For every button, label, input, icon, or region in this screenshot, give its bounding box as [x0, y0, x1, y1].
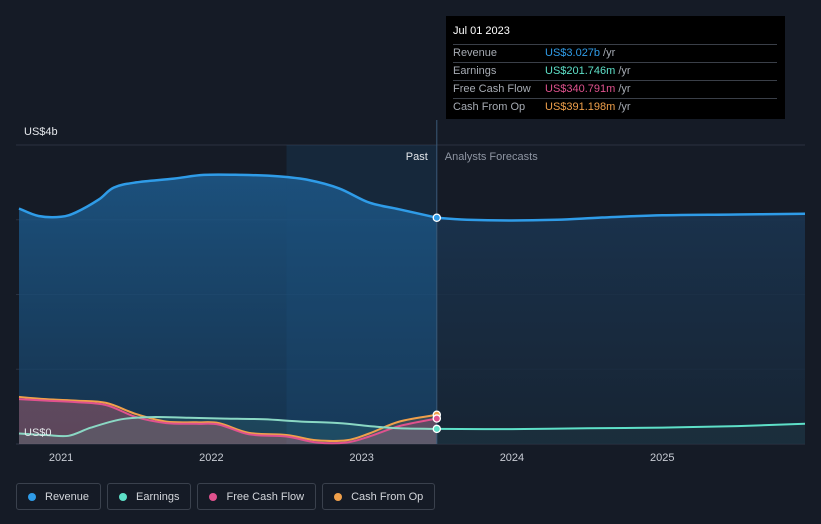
tooltip-label: Free Cash Flow [453, 83, 531, 95]
y-axis-label: US$4b [24, 126, 58, 138]
past-label: Past [406, 151, 428, 163]
x-tick-label: 2022 [199, 452, 223, 464]
revenue-forecast-area [436, 213, 805, 444]
tooltip-unit: /yr [618, 65, 631, 77]
tooltip-row-free-cash-flow: Free Cash Flow US$340.791m /yr [453, 81, 777, 99]
revenue-marker [432, 213, 442, 222]
tooltip-date: Jul 01 2023 [453, 24, 777, 45]
cash-from-op-line [18, 395, 437, 443]
y-axis-label: US$0 [24, 427, 52, 439]
earnings-area [19, 417, 437, 444]
earnings-forecast-line [436, 422, 806, 431]
legend-label: Free Cash Flow [226, 490, 305, 503]
legend-dot-icon [119, 492, 128, 501]
legend-item-cash-from-op[interactable]: Cash From Op [322, 483, 436, 510]
legend-dot-icon [209, 492, 218, 501]
legend-dot-icon [334, 492, 343, 501]
tooltip-value: US$3.027b [545, 47, 601, 59]
earnings-line [18, 416, 437, 438]
free-cash-flow-line [18, 398, 438, 445]
legend-label: Cash From Op [351, 490, 424, 503]
tooltip-label: Revenue [453, 47, 498, 59]
legend-item-revenue[interactable]: Revenue [16, 483, 102, 510]
tooltip-label: Earnings [453, 65, 497, 77]
revenue-area [19, 174, 437, 444]
x-tick-label: 2025 [650, 452, 674, 464]
tooltip-value: US$201.746m [545, 65, 616, 77]
past-highlight-band [286, 145, 437, 444]
tooltip-value: US$340.791m [545, 83, 616, 95]
tooltip-unit: /yr [603, 47, 616, 59]
tooltip-unit: /yr [618, 83, 631, 95]
tooltip-label: Cash From Op [453, 101, 526, 113]
x-tick-label: 2024 [500, 452, 524, 464]
revenue-forecast-line [436, 212, 806, 222]
tooltip-row-cash-from-op: Cash From Op US$391.198m /yr [453, 99, 777, 116]
free-cash-flow-marker [432, 414, 442, 423]
chart-legend: Revenue Earnings Free Cash Flow Cash Fro… [16, 483, 436, 510]
revenue-line [18, 173, 438, 219]
earnings-marker [432, 424, 442, 434]
tooltip-row-revenue: Revenue US$3.027b /yr [453, 45, 777, 63]
x-tick-label: 2023 [349, 452, 373, 464]
x-tick-label: 2021 [49, 452, 73, 464]
tooltip-row-earnings: Earnings US$201.746m /yr [453, 63, 777, 81]
legend-label: Earnings [136, 490, 180, 503]
earnings-forecast-area [436, 423, 805, 444]
tooltip-unit: /yr [618, 101, 631, 113]
forecast-label: Analysts Forecasts [445, 151, 538, 163]
legend-item-earnings[interactable]: Earnings [107, 483, 192, 510]
legend-item-free-cash-flow[interactable]: Free Cash Flow [197, 483, 317, 510]
cash-from-op-area [19, 396, 437, 444]
tooltip-value: US$391.198m [545, 101, 616, 113]
legend-dot-icon [28, 492, 36, 501]
free-cash-flow-area [19, 399, 437, 444]
data-tooltip: Jul 01 2023 Revenue US$3.027b /yr Earnin… [446, 16, 785, 119]
legend-label: Revenue [45, 490, 90, 503]
